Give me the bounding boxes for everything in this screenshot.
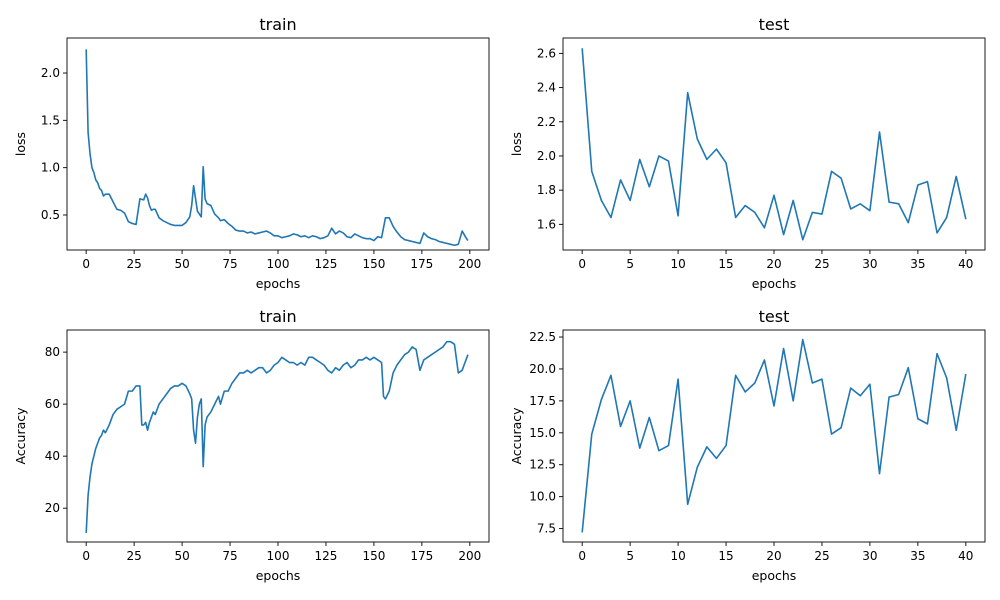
chart-title: test <box>759 307 790 326</box>
y-tick-label: 17.5 <box>529 394 556 408</box>
x-tick-label: 10 <box>670 549 685 563</box>
y-tick-label: 1.6 <box>537 217 556 231</box>
y-tick-label: 0.5 <box>41 208 60 222</box>
y-tick-label: 40 <box>45 449 60 463</box>
y-tick-label: 1.0 <box>41 161 60 175</box>
x-tick-label: 40 <box>958 549 973 563</box>
chart-title: train <box>259 15 296 34</box>
x-tick-label: 10 <box>670 257 685 271</box>
x-tick-label: 20 <box>766 257 781 271</box>
axes-frame <box>66 37 490 251</box>
y-tick-label: 1.5 <box>41 113 60 127</box>
y-tick-label: 80 <box>45 345 60 359</box>
x-tick-label: 0 <box>82 257 90 271</box>
x-axis-label: epochs <box>752 276 797 291</box>
x-axis-label: epochs <box>256 568 301 583</box>
x-tick-label: 75 <box>222 257 237 271</box>
chart-panel-3: 0 25 50 75 100 125 150 175 200 20 40 60 80 train epoch… <box>13 307 490 583</box>
y-tick-label: 7.5 <box>537 522 556 536</box>
x-tick-label: 15 <box>718 549 733 563</box>
x-tick-label: 25 <box>126 257 141 271</box>
y-tick-label: 2.6 <box>537 46 556 60</box>
x-tick-label: 5 <box>626 549 634 563</box>
y-tick-label: 20.0 <box>529 362 556 376</box>
y-tick-label: 2.4 <box>537 81 556 95</box>
x-tick-label: 0 <box>578 549 586 563</box>
x-tick-label: 100 <box>267 549 290 563</box>
y-tick-label: 60 <box>45 397 60 411</box>
y-tick-label: 12.5 <box>529 458 556 472</box>
x-tick-label: 25 <box>814 257 829 271</box>
x-tick-label: 20 <box>766 549 781 563</box>
x-tick-label: 175 <box>410 257 433 271</box>
series-line <box>85 340 469 533</box>
x-tick-label: 200 <box>458 549 481 563</box>
chart-panel-2: 0 5 10 15 20 25 30 35 40 1.6 1.8 2.0 2.2 2.4 2.6 test ep… <box>509 15 986 291</box>
y-axis-label: Accuracy <box>509 407 524 465</box>
x-tick-label: 5 <box>626 257 634 271</box>
y-tick-label: 15.0 <box>529 426 556 440</box>
chart-title: test <box>759 15 790 34</box>
chart-title: train <box>259 307 296 326</box>
series-line <box>581 48 967 241</box>
x-tick-label: 200 <box>458 257 481 271</box>
x-tick-label: 25 <box>814 549 829 563</box>
y-tick-label: 22.5 <box>529 330 556 344</box>
axes-frame <box>562 37 986 251</box>
axes-frame <box>562 329 986 543</box>
x-tick-label: 50 <box>174 549 189 563</box>
x-tick-label: 0 <box>82 549 90 563</box>
x-tick-label: 50 <box>174 257 189 271</box>
y-tick-label: 2.0 <box>41 66 60 80</box>
x-axis-label: epochs <box>256 276 301 291</box>
x-tick-label: 30 <box>862 257 877 271</box>
x-tick-label: 35 <box>910 549 925 563</box>
x-tick-label: 15 <box>718 257 733 271</box>
x-tick-label: 0 <box>578 257 586 271</box>
y-tick-label: 2.2 <box>537 115 556 129</box>
x-tick-label: 150 <box>362 549 385 563</box>
x-tick-label: 25 <box>126 549 141 563</box>
x-tick-label: 175 <box>410 549 433 563</box>
x-tick-label: 40 <box>958 257 973 271</box>
chart-panel-1: 0 25 50 75 100 125 150 175 200 0.5 1.0 1.5 2.0 train e… <box>13 15 490 291</box>
x-tick-label: 30 <box>862 549 877 563</box>
y-tick-label: 2.0 <box>537 149 556 163</box>
x-axis-label: epochs <box>752 568 797 583</box>
x-tick-label: 100 <box>267 257 290 271</box>
y-axis-label: loss <box>13 132 28 156</box>
x-tick-label: 75 <box>222 549 237 563</box>
x-tick-label: 150 <box>362 257 385 271</box>
x-tick-label: 35 <box>910 257 925 271</box>
series-line <box>85 49 469 247</box>
chart-panel-4: 0 5 10 15 20 25 30 35 40 7.5 10.0 12.5 15.0 17.5 20.0 2… <box>509 307 986 583</box>
y-tick-label: 20 <box>45 501 60 515</box>
y-tick-label: 10.0 <box>529 490 556 504</box>
y-axis-label: loss <box>509 132 524 156</box>
x-tick-label: 125 <box>315 549 338 563</box>
x-tick-label: 125 <box>315 257 338 271</box>
y-tick-label: 1.8 <box>537 183 556 197</box>
y-axis-label: Accuracy <box>13 407 28 465</box>
series-line <box>581 338 967 533</box>
